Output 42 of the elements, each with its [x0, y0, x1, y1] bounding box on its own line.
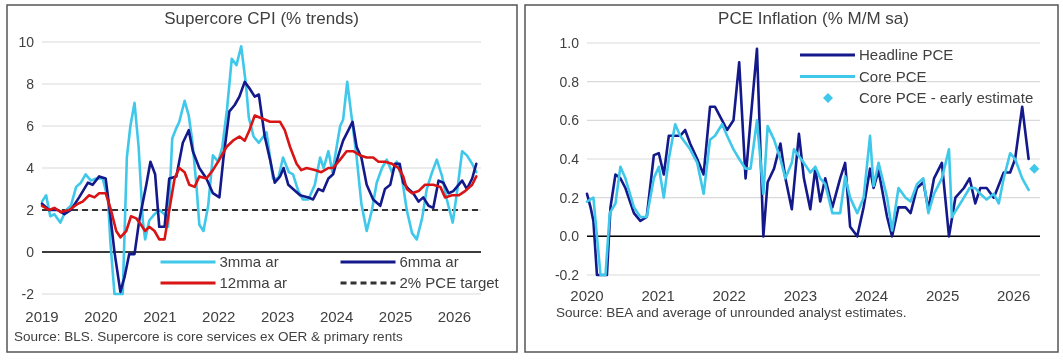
legend-label: 12mma ar: [219, 274, 288, 292]
source-note: Source: BEA and average of unrounded analyst estimates.: [556, 305, 907, 320]
y-tick-label: 0.0: [559, 228, 580, 245]
x-tick-label: 2019: [25, 308, 59, 325]
legend-label: Headline PCE: [859, 46, 954, 64]
y-tick-label: 6: [26, 117, 35, 134]
y-tick-label: 8: [26, 75, 35, 92]
legend-label: Core PCE: [859, 67, 927, 85]
x-tick-label: 2025: [925, 287, 960, 304]
x-tick-label: 2023: [783, 287, 818, 304]
y-tick-label: 4: [26, 159, 35, 176]
chart-title: PCE Inflation (% M/M sa): [718, 9, 909, 28]
x-tick-label: 2025: [378, 308, 413, 325]
x-tick-label: 2020: [570, 287, 604, 304]
line-series: [585, 119, 1030, 277]
y-tick-label: 10: [18, 33, 35, 50]
legend-label: 3mma ar: [219, 253, 279, 271]
y-tick-label: 0.4: [559, 150, 580, 167]
y-tick-label: 0.6: [559, 112, 580, 129]
y-tick-label: -0.2: [554, 266, 580, 283]
x-tick-label: 2021: [143, 308, 177, 325]
legend-label: Core PCE - early estimate: [859, 89, 1034, 107]
x-tick-label: 2021: [641, 287, 675, 304]
x-tick-label: 2022: [202, 308, 236, 325]
legend-label: 6mma ar: [399, 253, 459, 271]
x-tick-label: 2022: [712, 287, 746, 304]
source-note: Source: BLS. Supercore is core services ex OER & primary rents: [14, 329, 403, 344]
x-tick-label: 2020: [84, 308, 118, 325]
y-tick-label: -2: [21, 285, 35, 302]
y-tick-label: 0.8: [559, 73, 580, 90]
y-tick-label: 0.2: [559, 189, 580, 206]
chart-title: Supercore CPI (% trends): [164, 9, 359, 28]
x-tick-label: 2026: [437, 308, 472, 325]
x-tick-label: 2023: [261, 308, 295, 325]
legend-label: 2% PCE target: [399, 274, 500, 292]
line-series: [40, 114, 478, 241]
y-tick-label: 1.0: [559, 34, 580, 51]
x-tick-label: 2024: [854, 287, 889, 304]
x-tick-label: 2026: [997, 287, 1031, 304]
y-tick-label: 2: [26, 201, 35, 218]
x-tick-label: 2024: [319, 308, 354, 325]
y-tick-label: 0: [26, 243, 35, 260]
